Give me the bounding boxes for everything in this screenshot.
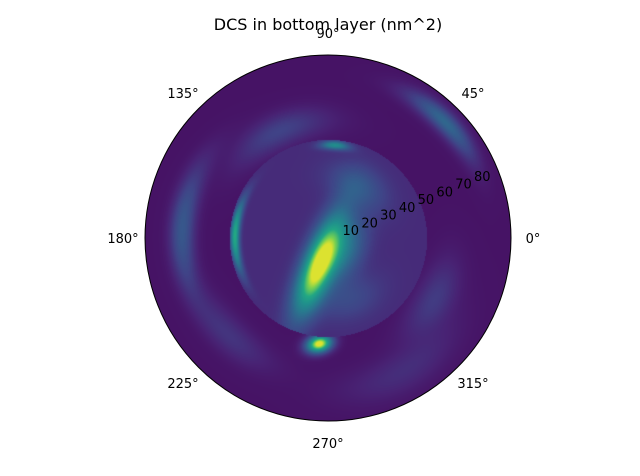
theta-tick-label: 315° (457, 377, 488, 392)
theta-tick-label: 0° (526, 232, 541, 247)
theta-tick-label: 225° (167, 377, 198, 392)
theta-tick-label: 45° (461, 87, 484, 102)
radial-tick-label: 40 (399, 201, 416, 216)
theta-tick-label: 180° (107, 232, 138, 247)
radial-tick-label: 50 (418, 193, 435, 208)
radial-tick-label: 30 (380, 209, 397, 224)
chart-title: DCS in bottom layer (nm^2) (214, 15, 442, 34)
theta-tick-label: 270° (312, 437, 343, 452)
radial-tick-label: 10 (343, 224, 360, 239)
theta-tick-labels: 0° 45° 90° 135° 180° 225° 270° 315° (107, 27, 540, 452)
radial-tick-label: 60 (436, 185, 453, 200)
radial-tick-label: 70 (455, 178, 472, 193)
theta-tick-label: 135° (167, 87, 198, 102)
polar-plot-area (144, 54, 512, 422)
heatmap-canvas (145, 55, 511, 421)
radial-tick-label: 20 (361, 216, 378, 231)
radial-tick-label: 80 (474, 170, 491, 185)
polar-frame (144, 54, 512, 422)
theta-tick-label: 90° (316, 27, 339, 42)
